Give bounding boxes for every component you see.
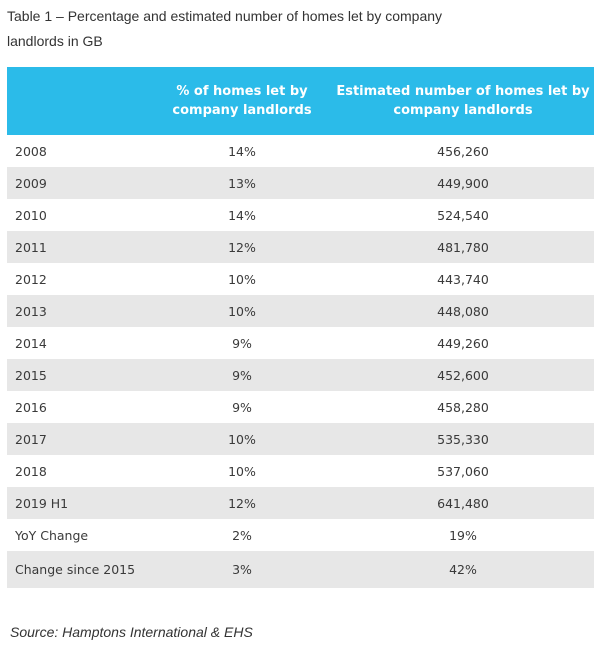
table-row: 2015 9% 452,600 xyxy=(7,359,594,391)
row-estimate: 537,060 xyxy=(437,463,489,479)
source-note: Source: Hamptons International & EHS xyxy=(10,624,253,640)
table-row: 2008 14% 456,260 xyxy=(7,135,594,167)
row-estimate: 458,280 xyxy=(437,399,489,415)
table-row: 2017 10% 535,330 xyxy=(7,423,594,455)
header-year xyxy=(7,67,152,135)
table-row: YoY Change 2% 19% xyxy=(7,519,594,551)
row-estimate: 524,540 xyxy=(437,207,489,223)
table-row: 2014 9% 449,260 xyxy=(7,327,594,359)
row-percentage: 14% xyxy=(228,143,256,159)
row-estimate: 42% xyxy=(449,562,477,577)
row-percentage: 10% xyxy=(228,463,256,479)
row-percentage: 12% xyxy=(228,239,256,255)
data-table: % of homes let by company landlords Esti… xyxy=(7,67,594,588)
row-year: 2013 xyxy=(15,303,47,319)
row-year: 2019 H1 xyxy=(15,495,69,511)
table-row: Change since 2015 3% 42% xyxy=(7,551,594,588)
table-row: 2009 13% 449,900 xyxy=(7,167,594,199)
row-year: 2011 xyxy=(15,239,47,255)
row-year: 2015 xyxy=(15,367,47,383)
row-year: 2014 xyxy=(15,335,47,351)
row-year: 2008 xyxy=(15,143,47,159)
row-estimate: 449,260 xyxy=(437,335,489,351)
row-estimate: 448,080 xyxy=(437,303,489,319)
row-percentage: 9% xyxy=(232,335,252,351)
row-year: 2010 xyxy=(15,207,47,223)
header-estimated-number: Estimated number of homes let by company… xyxy=(336,84,590,118)
row-estimate: 481,780 xyxy=(437,239,489,255)
row-year: 2017 xyxy=(15,431,47,447)
row-percentage: 10% xyxy=(228,431,256,447)
row-percentage: 3% xyxy=(232,562,252,577)
table-row: 2012 10% 443,740 xyxy=(7,263,594,295)
table-caption: Table 1 – Percentage and estimated numbe… xyxy=(7,8,443,49)
row-percentage: 12% xyxy=(228,495,256,511)
row-estimate: 449,900 xyxy=(437,175,489,191)
row-year: YoY Change xyxy=(15,527,89,543)
row-year: 2012 xyxy=(15,271,47,287)
row-percentage: 14% xyxy=(228,207,256,223)
row-year: 2009 xyxy=(15,175,47,191)
row-estimate: 452,600 xyxy=(437,367,489,383)
row-estimate: 641,480 xyxy=(437,495,489,511)
table-row: 2013 10% 448,080 xyxy=(7,295,594,327)
row-percentage: 10% xyxy=(228,303,256,319)
row-estimate: 19% xyxy=(449,527,477,543)
row-percentage: 13% xyxy=(228,175,256,191)
row-year: 2016 xyxy=(15,399,47,415)
table-row: 2019 H1 12% 641,480 xyxy=(7,487,594,519)
row-year: 2018 xyxy=(15,463,47,479)
row-percentage: 9% xyxy=(232,399,252,415)
row-percentage: 9% xyxy=(232,367,252,383)
table-row: 2016 9% 458,280 xyxy=(7,391,594,423)
table-header: % of homes let by company landlords Esti… xyxy=(7,67,594,135)
table-row: 2011 12% 481,780 xyxy=(7,231,594,263)
row-percentage: 2% xyxy=(232,527,252,543)
row-estimate: 535,330 xyxy=(437,431,489,447)
table-row: 2018 10% 537,060 xyxy=(7,455,594,487)
header-percentage: % of homes let by company landlords xyxy=(172,84,312,118)
row-year: Change since 2015 xyxy=(15,562,136,577)
row-estimate: 456,260 xyxy=(437,143,489,159)
row-estimate: 443,740 xyxy=(437,271,489,287)
row-percentage: 10% xyxy=(228,271,256,287)
table-row: 2010 14% 524,540 xyxy=(7,199,594,231)
